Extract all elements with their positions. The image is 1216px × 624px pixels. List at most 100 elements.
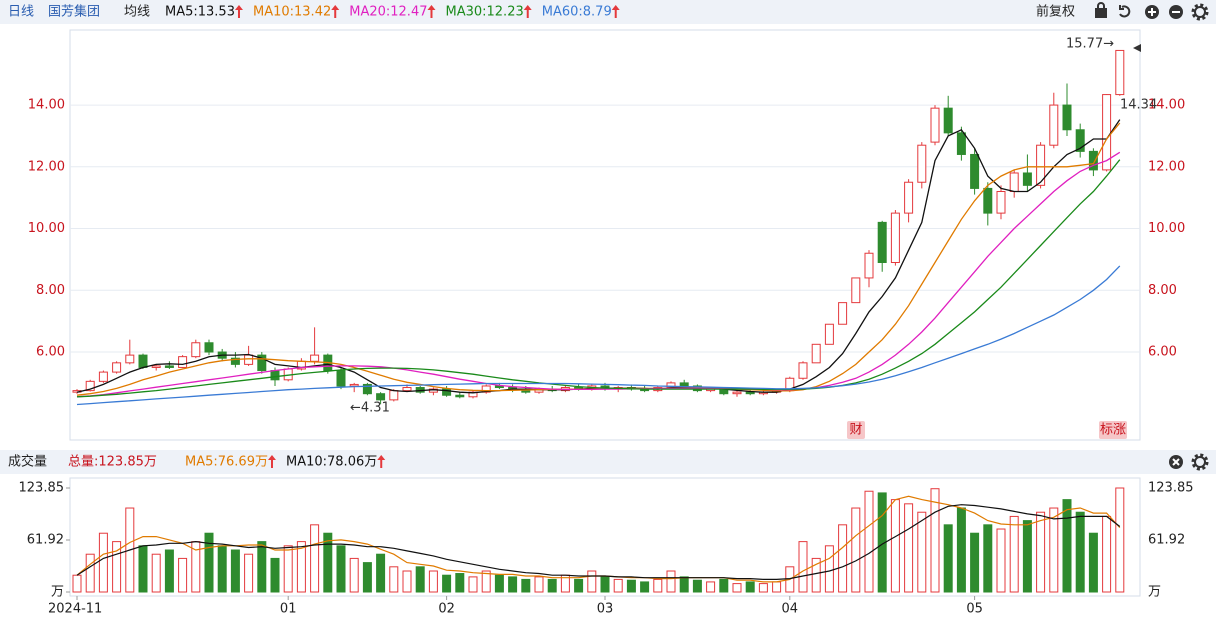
- volume-bar: [296, 541, 306, 593]
- volume-bar: [692, 579, 702, 593]
- volume-bar: [640, 581, 650, 593]
- annotation: 财: [849, 423, 862, 438]
- candle-body: [1075, 129, 1085, 152]
- y-tick-label-right: 8.00: [1148, 283, 1177, 298]
- volume-bar: [230, 549, 240, 593]
- candle-body: [204, 342, 214, 353]
- volume-bar: [428, 570, 438, 593]
- up-arrow: [234, 5, 243, 18]
- ma-label[interactable]: 均线: [124, 5, 150, 20]
- adjust[interactable]: 前复权: [1036, 4, 1075, 20]
- volume-tick-label: 61.92: [27, 533, 64, 548]
- candle-body: [138, 354, 148, 368]
- candle-body: [851, 277, 861, 304]
- volume-bar: [1088, 532, 1098, 593]
- y-tick-label-right: 10.00: [1148, 221, 1185, 236]
- candle-body: [1049, 104, 1059, 146]
- candle-body: [270, 370, 280, 381]
- volume-bar: [455, 573, 465, 593]
- y-tick-label: 12.00: [28, 159, 65, 174]
- stock-name[interactable]: 国芳集团: [48, 4, 100, 20]
- settings-icon[interactable]: [1194, 6, 1206, 18]
- volume-bar: [1062, 499, 1072, 593]
- candle-body: [996, 191, 1006, 214]
- volume-bar: [508, 576, 518, 593]
- toolbar-icons: [1095, 2, 1209, 21]
- volume-tick-label-right: 61.92: [1148, 533, 1185, 548]
- volume-bar: [653, 578, 663, 593]
- event-badge: [847, 421, 865, 439]
- volume-bar: [547, 578, 557, 593]
- x-tick-label: 04: [782, 602, 799, 617]
- volume-bar: [494, 574, 504, 593]
- ma-line: [76, 122, 1121, 396]
- y-tick-label: 8.00: [36, 283, 65, 298]
- x-tick-label: 03: [597, 602, 614, 617]
- candle-body: [336, 370, 346, 387]
- volume-bar: [1075, 511, 1085, 593]
- candle-body: [1036, 144, 1046, 186]
- volume-bar: [745, 581, 755, 593]
- legend-entry: MA30:12.23: [445, 5, 523, 20]
- candle-body: [890, 212, 900, 264]
- price-panel: [69, 29, 1141, 441]
- y-tick-label-right: 6.00: [1148, 345, 1177, 360]
- volume-settings-icon[interactable]: [1194, 456, 1206, 468]
- x-tick-label: 02: [438, 602, 455, 617]
- volume-tick-label-right: 123.85: [1148, 481, 1194, 496]
- y-tick-label-right: 14.00: [1148, 98, 1185, 113]
- volume-bar: [1022, 520, 1032, 593]
- volume-bar: [758, 583, 768, 593]
- volume-bar: [164, 549, 174, 593]
- period[interactable]: 日线: [8, 5, 34, 20]
- up-arrow: [523, 5, 532, 18]
- candle-body: [732, 391, 742, 395]
- volume-bar: [468, 576, 478, 593]
- volume-bar: [204, 532, 214, 593]
- legend-entry: MA5:76.69万: [185, 455, 268, 470]
- volume-settings-teeth: [1191, 453, 1209, 471]
- legend-entry: MA60:8.79: [542, 5, 612, 20]
- candle-body: [877, 221, 887, 264]
- candle-body: [1115, 49, 1125, 96]
- candle-body: [389, 390, 399, 401]
- volume-bar: [930, 488, 940, 593]
- volume-bar: [890, 499, 900, 593]
- candle-body: [679, 382, 689, 387]
- lock-icon[interactable]: [1095, 8, 1107, 18]
- volume-bar: [956, 507, 966, 593]
- volume-bar: [719, 578, 729, 593]
- volume-bar: [904, 503, 914, 593]
- undo-icon[interactable]: [1119, 5, 1131, 18]
- plus-mark: [1148, 8, 1156, 16]
- annotation: 15.77→: [1066, 37, 1114, 52]
- volume-bar: [72, 574, 82, 593]
- volume-bar: [257, 541, 267, 593]
- candle-body: [1062, 104, 1072, 131]
- legend-entry: MA10:13.42: [253, 5, 331, 20]
- candle-body: [164, 365, 174, 368]
- volume-tick-label: 万: [51, 585, 64, 600]
- candle-body: [455, 394, 465, 398]
- lock-shackle: [1097, 2, 1105, 9]
- legend-entry: MA5:13.53: [165, 5, 235, 20]
- volume-bar: [1102, 515, 1112, 593]
- candle-body: [257, 354, 267, 372]
- annotation: ←4.31: [350, 401, 390, 416]
- candle-body: [310, 354, 320, 362]
- candle-body: [745, 391, 755, 395]
- ma-line: [76, 159, 1121, 398]
- volume-bar: [415, 566, 425, 593]
- x-tick-label: 05: [966, 602, 983, 617]
- annotation: 14.34: [1120, 98, 1157, 113]
- volume-bar: [706, 581, 716, 593]
- volume-bar: [983, 524, 993, 593]
- candle-body: [402, 387, 412, 392]
- volume-bar: [376, 553, 386, 593]
- volume-legend: MA5:76.69万 MA10:78.06万: [185, 455, 386, 470]
- volume-bar: [917, 511, 927, 593]
- volume-bar: [613, 578, 623, 593]
- volume-bar: [943, 524, 953, 593]
- candle-body: [1009, 172, 1019, 193]
